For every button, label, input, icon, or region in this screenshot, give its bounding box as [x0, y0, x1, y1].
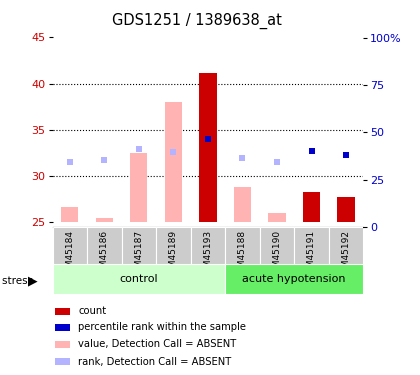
Bar [55, 340, 71, 348]
Bar [96, 217, 113, 222]
Bar [87, 227, 121, 264]
Bar [191, 227, 225, 264]
Bar [303, 192, 320, 222]
Bar [268, 213, 286, 222]
Bar [55, 308, 71, 315]
Text: GSM45184: GSM45184 [65, 230, 74, 279]
Text: GSM45187: GSM45187 [134, 230, 143, 279]
Bar [234, 187, 251, 222]
Bar [199, 73, 217, 222]
Bar [165, 102, 182, 222]
Bar [55, 324, 71, 331]
Bar [329, 227, 363, 264]
Text: GSM45189: GSM45189 [169, 230, 178, 279]
Text: count: count [78, 306, 106, 316]
Bar [121, 227, 156, 264]
Text: control: control [120, 274, 158, 284]
Text: GSM45186: GSM45186 [100, 230, 109, 279]
Text: GSM45193: GSM45193 [203, 230, 213, 279]
Bar [225, 264, 363, 294]
Text: acute hypotension: acute hypotension [242, 274, 346, 284]
Bar [294, 227, 329, 264]
Text: GSM45188: GSM45188 [238, 230, 247, 279]
Text: ▶: ▶ [28, 274, 38, 287]
Bar [52, 227, 87, 264]
Bar [225, 227, 260, 264]
Bar [260, 227, 294, 264]
Text: stress: stress [2, 276, 37, 285]
Bar [156, 227, 191, 264]
Bar [61, 207, 79, 222]
Bar [130, 153, 147, 222]
Text: value, Detection Call = ABSENT: value, Detection Call = ABSENT [78, 339, 236, 349]
Text: rank, Detection Call = ABSENT: rank, Detection Call = ABSENT [78, 357, 231, 367]
Text: GDS1251 / 1389638_at: GDS1251 / 1389638_at [113, 13, 282, 29]
Text: percentile rank within the sample: percentile rank within the sample [78, 322, 246, 332]
Bar [52, 264, 225, 294]
Text: GSM45191: GSM45191 [307, 230, 316, 279]
Bar [55, 358, 71, 365]
Text: GSM45192: GSM45192 [341, 230, 351, 279]
Bar [337, 197, 354, 222]
Text: GSM45190: GSM45190 [273, 230, 281, 279]
